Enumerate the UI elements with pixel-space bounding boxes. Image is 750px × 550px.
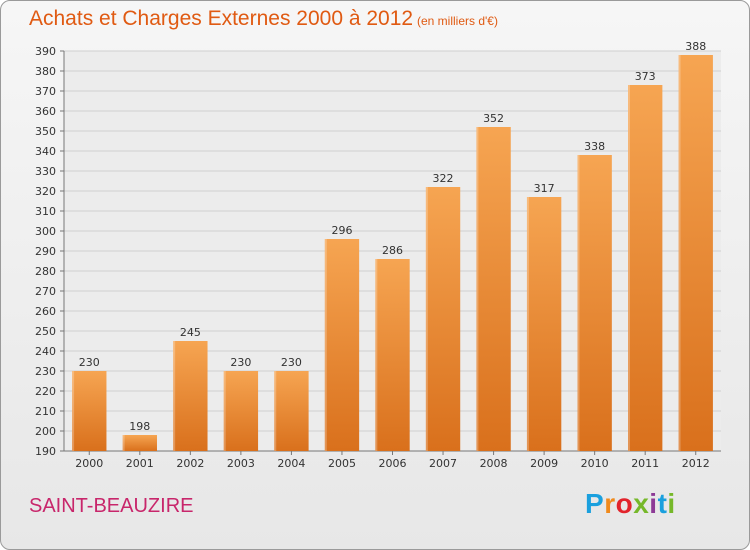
data-label: 296 <box>331 224 352 237</box>
x-tick-label: 2002 <box>176 457 204 470</box>
y-tick-label: 260 <box>35 305 56 318</box>
bar-highlight <box>526 197 529 451</box>
bar-2010 <box>577 155 612 451</box>
y-tick-label: 370 <box>35 85 56 98</box>
bar-highlight <box>72 371 75 451</box>
chart-title: Achats et Charges Externes 2000 à 2012 <box>29 7 414 30</box>
data-label: 230 <box>79 356 100 369</box>
bar-highlight <box>476 127 479 451</box>
bar-highlight <box>678 55 681 451</box>
data-label: 230 <box>230 356 251 369</box>
bar-2007 <box>425 187 461 451</box>
data-label: 198 <box>129 420 150 433</box>
y-tick-label: 230 <box>35 365 56 378</box>
bar-2008 <box>476 127 511 451</box>
bar-2004 <box>274 371 309 451</box>
bar-highlight <box>173 341 176 451</box>
x-tick-label: 2012 <box>682 457 710 470</box>
y-tick-label: 210 <box>35 405 56 418</box>
y-tick-label: 250 <box>35 325 56 338</box>
x-tick-label: 2000 <box>75 457 103 470</box>
y-tick-label: 270 <box>35 285 56 298</box>
x-tick-label: 2005 <box>328 457 356 470</box>
y-tick-label: 340 <box>35 145 56 158</box>
y-tick-label: 310 <box>35 205 56 218</box>
bar-2002 <box>173 341 208 451</box>
bar-2001 <box>122 435 157 451</box>
x-tick-label: 2009 <box>530 457 558 470</box>
data-label: 230 <box>281 356 302 369</box>
bar-2009 <box>526 197 562 451</box>
x-tick-label: 2008 <box>480 457 508 470</box>
bar-highlight <box>577 155 580 451</box>
bar-highlight <box>628 85 631 451</box>
bar-2006 <box>375 259 410 451</box>
x-tick-label: 2006 <box>379 457 407 470</box>
y-tick-label: 390 <box>35 45 56 58</box>
proxiti-logo[interactable]: Proxiti <box>585 488 676 519</box>
bar-highlight <box>375 259 378 451</box>
y-tick-label: 220 <box>35 385 56 398</box>
bar-highlight <box>274 371 277 451</box>
bar-2005 <box>324 239 360 451</box>
y-tick-label: 320 <box>35 185 56 198</box>
x-tick-label: 2003 <box>227 457 255 470</box>
x-tick-label: 2001 <box>126 457 154 470</box>
x-tick-label: 2007 <box>429 457 457 470</box>
y-tick-label: 360 <box>35 105 56 118</box>
x-tick-label: 2004 <box>277 457 305 470</box>
y-tick-label: 350 <box>35 125 56 138</box>
bar-2003 <box>223 371 259 451</box>
y-tick-label: 190 <box>35 445 56 458</box>
bar-2000 <box>72 371 107 451</box>
bar-highlight <box>122 435 125 451</box>
chart-subtitle: (en milliers d'€) <box>417 14 498 28</box>
y-tick-label: 290 <box>35 245 56 258</box>
data-label: 322 <box>433 172 454 185</box>
y-tick-label: 380 <box>35 65 56 78</box>
data-label: 388 <box>685 40 706 53</box>
y-tick-label: 280 <box>35 265 56 278</box>
y-tick-label: 330 <box>35 165 56 178</box>
y-tick-label: 240 <box>35 345 56 358</box>
bar-2012 <box>678 55 713 451</box>
data-label: 286 <box>382 244 403 257</box>
bar-highlight <box>223 371 226 451</box>
x-tick-label: 2010 <box>581 457 609 470</box>
bar-2011 <box>628 85 663 451</box>
y-tick-label: 300 <box>35 225 56 238</box>
bar-highlight <box>324 239 327 451</box>
city-name: SAINT-BEAUZIRE <box>29 495 194 517</box>
bar-highlight <box>425 187 428 451</box>
y-tick-label: 200 <box>35 425 56 438</box>
data-label: 317 <box>534 182 555 195</box>
data-label: 245 <box>180 326 201 339</box>
x-tick-label: 2011 <box>631 457 659 470</box>
data-label: 338 <box>584 140 605 153</box>
data-label: 373 <box>635 70 656 83</box>
data-label: 352 <box>483 112 504 125</box>
